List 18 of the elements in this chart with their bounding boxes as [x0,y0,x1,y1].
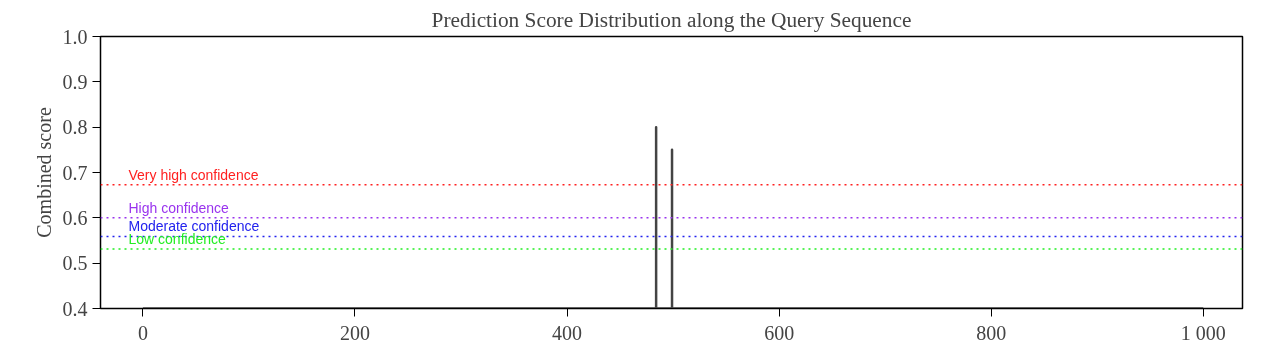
y-tick-label: 0.5 [62,252,88,275]
x-tick-label: 1 000 [1180,321,1226,344]
y-tick-label: 0.9 [62,70,88,93]
y-axis-title: Combined score [32,107,55,238]
chart-title: Prediction Score Distribution along the Query Sequence [431,7,912,32]
y-tick-label: 1.0 [62,25,88,48]
y-tick-label: 0.4 [62,297,88,320]
ref-line-label: High confidence [128,199,230,216]
y-tick-label: 0.7 [62,161,88,184]
y-tick-label: 0.8 [62,116,88,139]
x-tick-label: 400 [552,321,583,344]
x-tick-label: 0 [137,321,148,344]
x-tick-label: 800 [976,321,1007,344]
x-tick-label: 600 [764,321,795,344]
y-tick-label: 0.6 [62,206,88,229]
ref-line-label: Very high confidence [128,166,259,183]
x-tick-label: 200 [339,321,370,344]
ref-line-label: Low confidence [128,231,226,248]
